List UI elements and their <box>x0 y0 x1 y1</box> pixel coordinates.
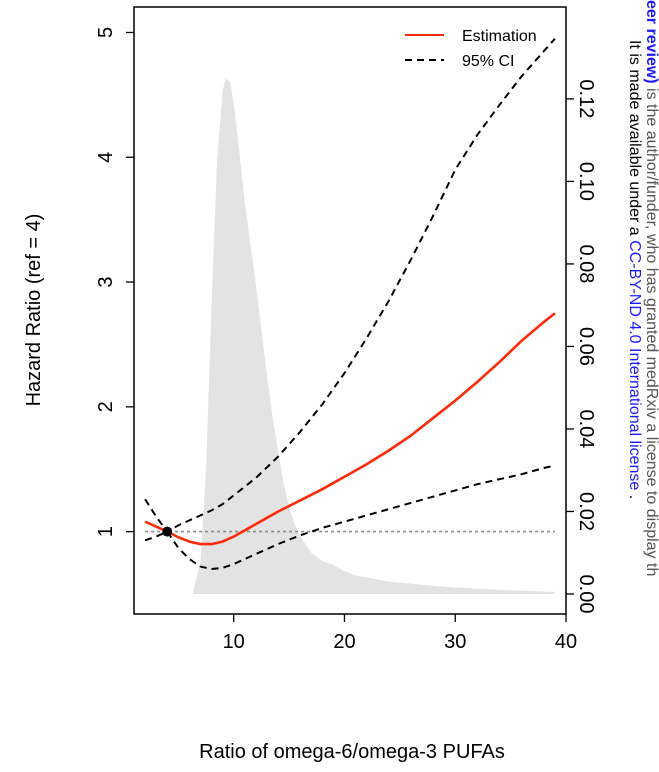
license-link[interactable]: CC-BY-ND 4.0 International license <box>626 240 643 491</box>
preprint-notice-text: is the author/funder, who has granted me… <box>643 83 659 577</box>
preprint-notice-line1: eer review) is the author/funder, who ha… <box>643 0 659 576</box>
ci-upper-line <box>144 38 556 533</box>
x-axis-title: Ratio of omega-6/omega-3 PUFAs <box>199 741 505 763</box>
y-tick-label: 5 <box>95 27 117 38</box>
legend-estimation-label: Estimation <box>462 28 537 45</box>
y-axis-title: Hazard Ratio (ref = 4) <box>23 214 45 407</box>
legend-ci-label: 95% CI <box>462 53 514 70</box>
y2-tick-label: 0.04 <box>575 409 597 448</box>
density-area <box>145 78 555 595</box>
y-tick-label: 4 <box>95 152 117 163</box>
legend: Estimation 95% CI <box>405 28 537 70</box>
y2-tick-label: 0.06 <box>575 327 597 366</box>
reference-point <box>162 526 173 537</box>
y-tick-label: 3 <box>95 276 117 287</box>
y-tick-label: 2 <box>95 401 117 412</box>
x-tick-label: 40 <box>555 631 577 653</box>
x-tick-label: 10 <box>223 631 245 653</box>
y2-tick-label: 0.08 <box>575 244 597 283</box>
plot-frame <box>133 6 567 615</box>
preprint-notice-line2: It is made available under a CC-BY-ND 4.… <box>626 40 643 500</box>
y2-tick-label: 0.12 <box>575 79 597 118</box>
y2-tick-label: 0.00 <box>575 575 597 614</box>
x-tick-label: 20 <box>333 631 355 653</box>
y-tick-label: 1 <box>95 526 117 537</box>
y2-tick-label: 0.10 <box>575 162 597 201</box>
license-prefix: It is made available under a <box>626 40 643 241</box>
x-tick-label: 30 <box>444 631 466 653</box>
estimation-line <box>144 312 556 546</box>
y2-tick-label: 0.02 <box>575 492 597 531</box>
license-suffix: . <box>626 490 643 500</box>
preprint-notice-bold: eer review) <box>643 0 659 84</box>
